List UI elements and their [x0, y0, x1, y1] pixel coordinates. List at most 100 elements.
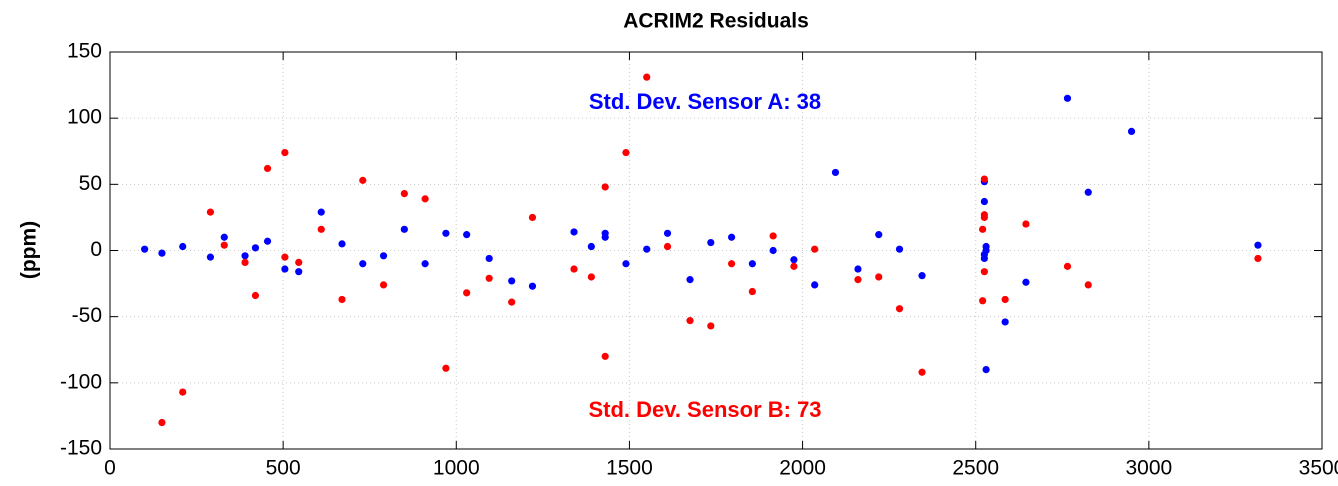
- y-tick-label: -100: [60, 370, 102, 393]
- point: [251, 291, 260, 300]
- point: [281, 253, 289, 261]
- point: [570, 265, 578, 273]
- point: [158, 418, 166, 427]
- point: [263, 164, 272, 173]
- x-tick-label: 1000: [433, 457, 480, 480]
- point: [158, 249, 166, 257]
- chart-title: ACRIM2 Residuals: [623, 10, 809, 33]
- point: [421, 195, 429, 203]
- point: [1254, 254, 1262, 263]
- point: [790, 256, 798, 264]
- point: [220, 241, 228, 249]
- point: [727, 260, 736, 268]
- y-tick-label: -50: [72, 304, 102, 327]
- point: [317, 225, 325, 233]
- point: [875, 273, 883, 281]
- point: [463, 231, 471, 239]
- point: [769, 246, 777, 255]
- point: [1254, 241, 1262, 249]
- point: [295, 268, 303, 276]
- point: [979, 225, 987, 233]
- point: [379, 252, 388, 260]
- y-tick-label: -150: [60, 437, 102, 460]
- point: [601, 352, 609, 360]
- point: [528, 282, 537, 290]
- y-tick-label: 150: [67, 40, 102, 63]
- y-tick-label: 100: [67, 106, 102, 129]
- point: [508, 277, 516, 285]
- point: [317, 208, 325, 216]
- point: [179, 388, 187, 396]
- point: [601, 233, 609, 241]
- point: [485, 254, 493, 263]
- point: [979, 297, 987, 305]
- point: [854, 265, 862, 273]
- x-tick-label: 2000: [779, 457, 826, 480]
- point: [686, 317, 694, 325]
- point: [1063, 94, 1072, 102]
- point: [508, 298, 516, 306]
- point: [980, 254, 988, 263]
- point: [220, 233, 228, 241]
- point: [601, 183, 609, 191]
- point: [338, 240, 346, 248]
- point: [643, 73, 651, 81]
- point: [790, 262, 798, 270]
- point: [1084, 281, 1092, 289]
- point: [875, 231, 883, 239]
- point: [727, 233, 736, 241]
- point: [485, 274, 493, 282]
- point: [895, 305, 904, 313]
- point: [206, 208, 215, 216]
- point: [442, 364, 450, 372]
- point: [980, 175, 988, 183]
- point: [400, 225, 408, 233]
- point: [643, 245, 651, 253]
- point: [1001, 295, 1009, 304]
- point: [463, 289, 471, 297]
- point: [811, 245, 819, 253]
- point: [379, 281, 388, 289]
- point: [241, 252, 249, 260]
- x-tick-label: 3500: [1299, 457, 1338, 480]
- x-tick-label: 500: [266, 457, 301, 480]
- point: [663, 229, 672, 237]
- x-tick-label: 2500: [952, 457, 999, 480]
- point: [1063, 262, 1072, 270]
- point: [663, 242, 672, 251]
- point: [400, 189, 408, 198]
- point: [281, 265, 289, 273]
- point: [263, 237, 272, 245]
- y-tick-label: 50: [79, 172, 102, 195]
- point: [811, 281, 819, 289]
- point: [1022, 278, 1030, 286]
- point: [1001, 318, 1009, 326]
- point: [1084, 188, 1092, 196]
- y-axis-label: (ppm): [18, 221, 41, 279]
- point: [980, 268, 988, 276]
- point: [854, 276, 862, 284]
- point: [295, 258, 303, 267]
- x-tick-label: 0: [104, 457, 116, 480]
- point: [141, 245, 149, 253]
- point: [570, 228, 578, 236]
- point: [831, 168, 840, 177]
- point: [528, 213, 537, 222]
- point: [895, 245, 904, 253]
- point: [622, 260, 630, 268]
- point: [359, 260, 367, 268]
- point: [442, 229, 450, 237]
- point: [587, 273, 595, 281]
- point: [980, 197, 988, 206]
- annotation: Std. Dev. Sensor B: 73: [588, 397, 821, 422]
- point: [587, 242, 595, 251]
- point: [982, 366, 990, 374]
- plot-frame: [109, 51, 1323, 450]
- point: [338, 295, 346, 304]
- point: [206, 253, 215, 261]
- point: [359, 176, 367, 184]
- point: [281, 148, 289, 157]
- point: [622, 148, 630, 157]
- x-tick-label: 3000: [1125, 457, 1172, 480]
